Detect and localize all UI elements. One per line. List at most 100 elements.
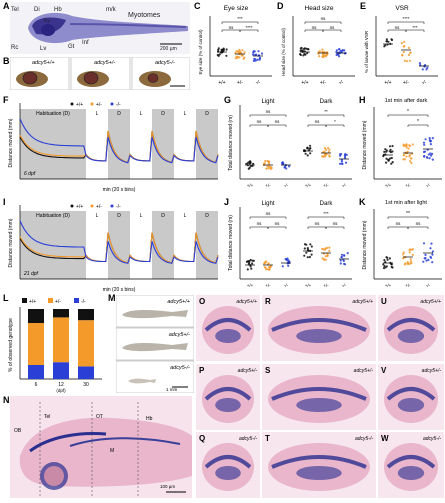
e-dots-point	[403, 59, 406, 62]
j-dots-point	[342, 259, 345, 262]
i-condition-label: D	[205, 213, 209, 219]
j-dots-point	[328, 246, 331, 249]
panel-label-j: J	[224, 197, 230, 207]
panel-label-n: N	[3, 395, 10, 405]
j-x-6: -/-	[342, 283, 347, 288]
f-condition-label: L	[96, 111, 99, 117]
g-dots-point	[306, 154, 309, 157]
i-ylabel: Distance moved (mm)	[8, 218, 14, 267]
k-x-ko: -/-	[426, 283, 431, 288]
panel-m-photos: adcy5+/+ adcy5+/- adcy5-/- 1 mm	[115, 294, 195, 394]
j-dots-point	[268, 268, 271, 271]
c-dots-point	[252, 53, 255, 56]
section-p-label: P	[199, 366, 205, 375]
l-bar-segment	[78, 366, 94, 379]
section-u-label: U	[381, 297, 387, 306]
d-dots-point	[325, 53, 328, 56]
j-dots-point	[284, 258, 287, 261]
f-condition-band	[130, 109, 152, 179]
d-dots-point	[321, 51, 325, 54]
e-dots-point	[403, 45, 406, 48]
c-sig-1: ***	[237, 16, 243, 21]
g-dots-point	[266, 165, 269, 168]
f-condition-label: L	[140, 111, 143, 117]
g-ylabel: Total distance moved (m)	[228, 115, 234, 171]
h-dots-point	[410, 161, 413, 165]
h-sig-1: *	[407, 109, 409, 115]
panel-label-h: H	[359, 95, 366, 105]
g-dots-point	[306, 147, 309, 150]
panel-l-chart: +/+ +/- -/- % of observed genotype 6 12 …	[8, 298, 102, 393]
l-bar-segment	[28, 323, 44, 365]
l-bar-segment	[28, 365, 44, 379]
g-dots-point	[323, 150, 326, 153]
h-dots-point	[390, 156, 393, 160]
k-dots-point	[427, 258, 430, 261]
k-title: 1st min after light	[385, 200, 427, 206]
d-dots-point	[306, 52, 309, 55]
k-sig-3: ns	[416, 221, 422, 226]
g-dots-point	[267, 167, 270, 170]
section-s-label: S	[265, 366, 271, 375]
g-dots-point	[343, 154, 346, 157]
d-dots-point	[335, 49, 338, 52]
l-xlabel: (dpf)	[56, 388, 66, 393]
j-sig-6: ns	[333, 221, 339, 226]
d-dots-point	[338, 55, 341, 58]
j-dots-point	[248, 260, 251, 263]
k-dots-point	[402, 251, 405, 254]
i-condition-label: D	[117, 213, 121, 219]
h-dots-point	[383, 150, 386, 153]
f-condition-label: D	[205, 111, 209, 117]
panel-b-photos: adcy5+/+ adcy5+/- adcy5-/-	[9, 56, 191, 91]
a-label-gt: Gt	[68, 44, 75, 50]
f-condition-band	[174, 109, 196, 179]
e-dots-point	[405, 60, 408, 63]
m-genotype-het: adcy5+/-	[169, 332, 190, 338]
k-dots-point	[402, 253, 405, 256]
c-dots-point	[252, 59, 255, 63]
j-x-1: +/+	[247, 283, 254, 288]
section-r-genotype: adcy5+/+	[352, 299, 373, 305]
h-dots-point	[429, 152, 432, 155]
g-x-3: -/-	[284, 183, 289, 188]
k-dots-point	[390, 265, 393, 268]
j-dots-point	[340, 253, 344, 256]
l-bar-segment	[53, 362, 69, 379]
c-dots-point	[254, 58, 257, 61]
h-dots-point	[423, 150, 427, 153]
h-dots-point	[387, 159, 390, 162]
j-dots-point	[305, 243, 308, 246]
l-bar-segment	[53, 317, 69, 363]
panel-label-l: L	[3, 293, 9, 303]
h-dots-point	[431, 137, 434, 140]
d-dots-point	[306, 48, 309, 51]
f-age: 6 dpf	[24, 171, 36, 177]
k-dots-point	[386, 258, 389, 261]
j-sig-4: ***	[323, 211, 329, 216]
b-genotype-het: adcy5+/-	[94, 60, 115, 66]
n-label-ot: OT	[96, 414, 103, 420]
g-dots-point	[339, 153, 342, 156]
k-sig-1: **	[406, 211, 410, 217]
i-condition-band	[86, 211, 108, 279]
i-condition-label: L	[184, 213, 187, 219]
c-dots-point	[254, 53, 257, 57]
i-series-line	[19, 220, 219, 264]
a-label-ey: Ey	[44, 18, 50, 24]
g-dots-point	[344, 156, 347, 160]
i-leg-wt: +/+	[76, 204, 83, 210]
e-dots-point	[384, 44, 387, 47]
k-sig-2: ns	[396, 221, 402, 226]
j-dots-point	[346, 252, 349, 255]
h-dots-point	[423, 154, 426, 158]
h-dots-point	[404, 151, 407, 154]
j-dots-point	[250, 267, 253, 270]
c-dots-point	[252, 50, 255, 53]
g-sig-5: ns	[315, 119, 321, 124]
